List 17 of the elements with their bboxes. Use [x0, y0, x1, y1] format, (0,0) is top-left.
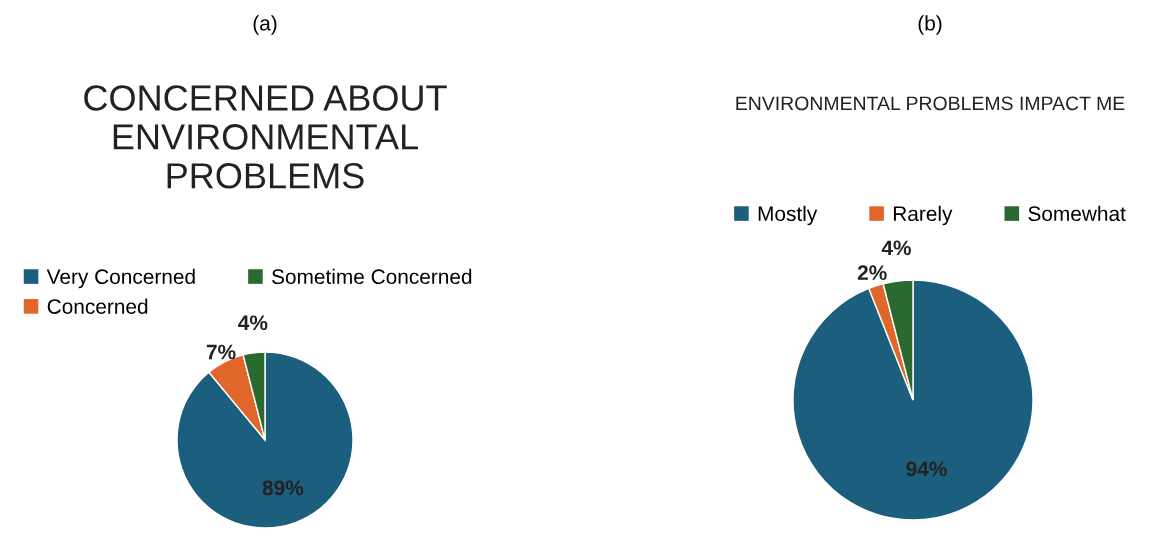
- data-label: 4%: [881, 240, 911, 256]
- data-label: 94%: [906, 461, 947, 477]
- legend-label: Mostly: [758, 205, 818, 226]
- data-label: 2%: [857, 265, 887, 281]
- pie-slice: [792, 279, 1034, 521]
- legend-label: Concerned: [47, 298, 148, 314]
- data-label: 7%: [206, 344, 236, 360]
- text: (a): [253, 15, 277, 35]
- chart-title: CONCERNED ABOUT ENVIRONMENTAL PROBLEMS: [84, 85, 447, 189]
- data-label: 89%: [262, 480, 304, 496]
- legend-label: Sometime Concerned: [272, 268, 472, 285]
- text: (b): [918, 15, 942, 35]
- legend-label: Very Concerned: [46, 268, 195, 289]
- legend-label: Rarely: [893, 205, 953, 226]
- chart-title: ENVIRONMENTAL PROBLEMS IMPACT ME: [736, 96, 1125, 111]
- legend-label: Somewhat: [1028, 205, 1126, 222]
- data-label: 4%: [238, 315, 268, 331]
